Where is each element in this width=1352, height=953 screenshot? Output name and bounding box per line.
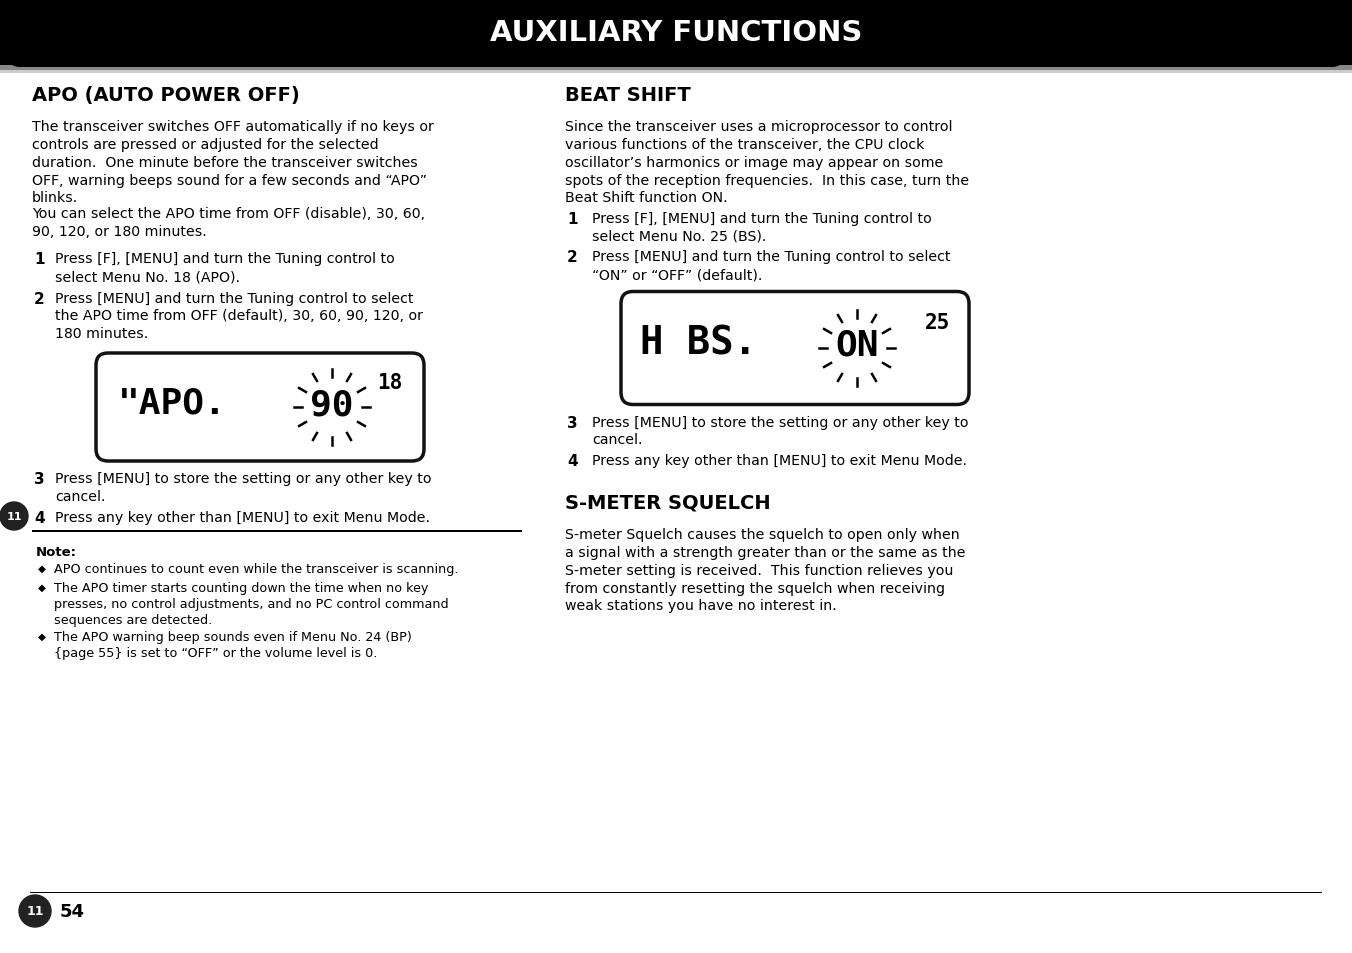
Text: APO continues to count even while the transceiver is scanning.: APO continues to count even while the tr… [54, 562, 458, 575]
Text: ◆: ◆ [38, 563, 46, 573]
Text: AUXILIARY FUNCTIONS: AUXILIARY FUNCTIONS [489, 19, 863, 47]
Circle shape [0, 502, 28, 531]
Text: BEAT SHIFT: BEAT SHIFT [565, 86, 691, 105]
Text: 1: 1 [566, 212, 577, 226]
Text: ON: ON [836, 329, 879, 363]
Text: Press [MENU] to store the setting or any other key to
cancel.: Press [MENU] to store the setting or any… [592, 416, 968, 447]
Text: Since the transceiver uses a microprocessor to control
various functions of the : Since the transceiver uses a microproces… [565, 120, 969, 205]
Text: The APO warning beep sounds even if Menu No. 24 (BP)
{page 55} is set to “OFF” o: The APO warning beep sounds even if Menu… [54, 630, 412, 659]
Text: Press [MENU] and turn the Tuning control to select
“ON” or “OFF” (default).: Press [MENU] and turn the Tuning control… [592, 251, 950, 282]
Bar [32, 531, 522, 532]
Text: 3: 3 [566, 416, 577, 430]
FancyBboxPatch shape [96, 354, 425, 461]
Text: S-meter Squelch causes the squelch to open only when
a signal with a strength gr: S-meter Squelch causes the squelch to op… [565, 527, 965, 613]
FancyBboxPatch shape [8, 0, 1344, 68]
Text: The transceiver switches OFF automatically if no keys or
controls are pressed or: The transceiver switches OFF automatical… [32, 120, 434, 205]
Bar [0, 71, 1352, 74]
Text: Press [F], [MENU] and turn the Tuning control to
select Menu No. 18 (APO).: Press [F], [MENU] and turn the Tuning co… [55, 253, 395, 284]
Text: Press any key other than [MENU] to exit Menu Mode.: Press any key other than [MENU] to exit … [592, 454, 967, 468]
Text: Press [F], [MENU] and turn the Tuning control to
select Menu No. 25 (BS).: Press [F], [MENU] and turn the Tuning co… [592, 212, 932, 243]
Text: 11: 11 [7, 512, 22, 521]
Text: 11: 11 [26, 904, 43, 918]
Bar [0, 66, 1352, 71]
Text: ◆: ◆ [38, 631, 46, 640]
Text: ◆: ◆ [38, 582, 46, 593]
Text: APO (AUTO POWER OFF): APO (AUTO POWER OFF) [32, 86, 300, 105]
Circle shape [19, 895, 51, 927]
Text: The APO timer starts counting down the time when no key
presses, no control adju: The APO timer starts counting down the t… [54, 581, 449, 626]
Text: 2: 2 [34, 292, 45, 306]
Bar [0, 0, 1352, 66]
Text: 3: 3 [34, 472, 45, 486]
Text: 25: 25 [925, 313, 950, 333]
Text: "APO.: "APO. [118, 386, 227, 419]
Text: 2: 2 [566, 251, 577, 265]
Text: Press any key other than [MENU] to exit Menu Mode.: Press any key other than [MENU] to exit … [55, 511, 430, 524]
Text: 18: 18 [377, 373, 402, 393]
Text: 4: 4 [34, 511, 45, 525]
Text: 90: 90 [310, 388, 354, 421]
Text: Press [MENU] to store the setting or any other key to
cancel.: Press [MENU] to store the setting or any… [55, 472, 431, 503]
Text: S-METER SQUELCH: S-METER SQUELCH [565, 494, 771, 513]
FancyBboxPatch shape [621, 293, 969, 405]
Text: You can select the APO time from OFF (disable), 30, 60,
90, 120, or 180 minutes.: You can select the APO time from OFF (di… [32, 208, 425, 239]
Text: Press [MENU] and turn the Tuning control to select
the APO time from OFF (defaul: Press [MENU] and turn the Tuning control… [55, 292, 423, 341]
Text: H BS.: H BS. [639, 324, 757, 362]
Bar [30, 892, 1322, 893]
Text: 4: 4 [566, 454, 577, 469]
Text: 1: 1 [34, 253, 45, 267]
Text: 54: 54 [59, 902, 85, 920]
Text: Note:: Note: [37, 546, 77, 558]
